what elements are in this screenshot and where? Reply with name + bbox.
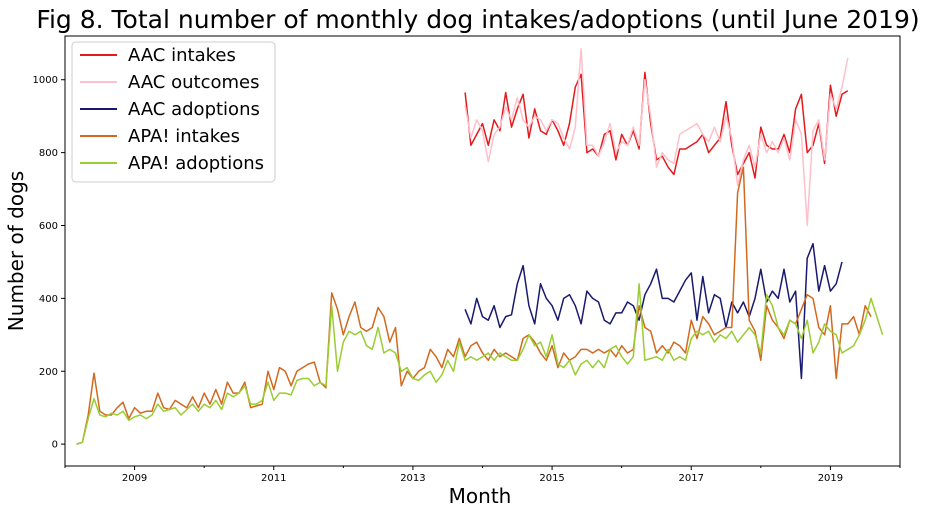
x-tick-label: 2011	[261, 473, 286, 484]
y-tick-label: 800	[39, 148, 58, 159]
legend-label: AAC intakes	[128, 45, 236, 66]
series-line-5	[76, 283, 884, 445]
legend-label: AAC adoptions	[128, 99, 260, 120]
y-tick-label: 200	[39, 367, 58, 378]
y-tick-label: 0	[52, 440, 58, 451]
series-line-2	[464, 48, 849, 227]
series-layer	[76, 48, 884, 445]
x-tick-label: 2013	[400, 473, 425, 484]
legend-label: APA! intakes	[128, 126, 240, 147]
y-tick-label: 600	[39, 221, 58, 232]
x-axis-ticks: 2009 2011 2013 2015 2017 2019	[64, 466, 901, 484]
legend-label: AAC outcomes	[128, 72, 259, 93]
x-axis-label: Month	[449, 484, 512, 508]
x-tick-label: 2019	[818, 473, 843, 484]
x-tick-label: 2015	[539, 473, 564, 484]
y-axis-ticks: 0 200 400 600 800 1000	[33, 75, 65, 451]
series-line-1	[464, 71, 849, 179]
y-tick-label: 400	[39, 294, 58, 305]
x-tick-label: 2017	[679, 473, 704, 484]
legend-label: APA! adoptions	[128, 153, 264, 174]
series-line-3	[464, 242, 843, 380]
legend-frame	[71, 41, 276, 183]
series-line-4	[76, 166, 872, 445]
x-tick-label: 2009	[122, 473, 147, 484]
legend: AAC intakes AAC outcomes AAC adoptions APA!…	[71, 41, 276, 183]
y-axis-label: Number of dogs	[4, 171, 28, 331]
y-tick-label: 1000	[33, 75, 58, 86]
chart-title: Fig 8. Total number of monthly dog intak…	[36, 5, 919, 34]
